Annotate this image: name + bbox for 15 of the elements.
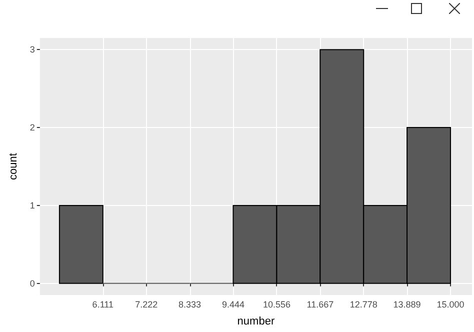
x-axis-title: number: [237, 316, 275, 328]
y-tick-label: 2: [30, 122, 35, 133]
y-tick-label: 1: [30, 200, 35, 210]
x-tick-label: 9.444: [222, 300, 244, 310]
x-tick-label: 10.556: [262, 300, 290, 310]
y-tick-label: 0: [30, 278, 35, 288]
x-tick-label: 12.778: [350, 300, 378, 310]
x-tick-label: 8.333: [178, 300, 202, 310]
x-tick-label: 7.222: [135, 300, 158, 310]
y-axis-title: count: [8, 153, 20, 180]
x-tick-label: 6.111: [92, 300, 114, 310]
y-tick-label: 3: [30, 44, 35, 55]
x-tick-label: 15.000: [436, 300, 464, 310]
x-tick-label: 11.667: [306, 300, 334, 310]
x-tick-label: 13.889: [393, 300, 421, 310]
